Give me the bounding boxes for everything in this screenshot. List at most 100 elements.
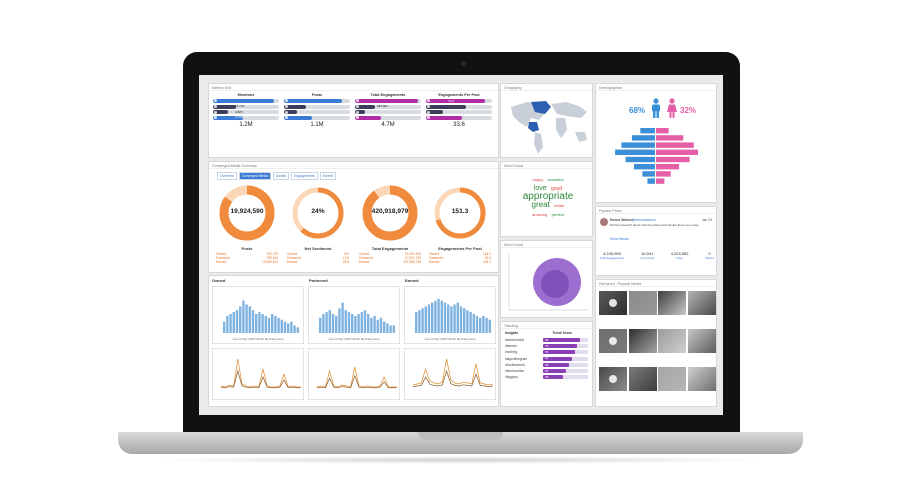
hour-bar[interactable] [479, 317, 482, 333]
female-age-bar[interactable] [656, 171, 671, 177]
post-author[interactable]: Emma Watson [610, 218, 634, 222]
hour-bar[interactable] [245, 304, 248, 334]
tab-converged-media[interactable]: Converged Media [238, 172, 271, 180]
hour-bar[interactable] [351, 314, 354, 333]
trending-item[interactable]: #fashion 75 [505, 343, 588, 349]
hour-bar[interactable] [427, 304, 431, 334]
owned-hourly-bar-chart[interactable]: Hour of Day (GMT-06:00) Mountain time) [212, 286, 304, 344]
hour-bar[interactable] [367, 314, 370, 333]
media-thumbnail[interactable] [628, 329, 657, 353]
media-thumbnail[interactable] [687, 329, 716, 353]
tab-owned[interactable]: Owned [272, 172, 290, 180]
hour-bar[interactable] [328, 310, 331, 333]
media-thumbnail[interactable] [658, 329, 686, 353]
hour-bar[interactable] [485, 317, 488, 333]
hour-bar[interactable] [280, 319, 283, 333]
hour-bar[interactable] [386, 323, 389, 334]
hour-bar[interactable] [277, 317, 280, 333]
metric-bar[interactable] [284, 104, 350, 109]
tab-earned[interactable]: Earned [319, 172, 337, 180]
hour-bar[interactable] [463, 308, 466, 333]
hour-bar[interactable] [389, 325, 392, 333]
bubble-chart[interactable] [501, 250, 592, 318]
hour-bar[interactable] [267, 317, 271, 333]
partnered-trend-line-chart[interactable] [308, 348, 400, 400]
hour-bar[interactable] [424, 306, 427, 333]
metric-bar[interactable] [426, 115, 492, 120]
hour-bar[interactable] [360, 312, 363, 333]
donut-chart[interactable]: 420,918,979 [361, 184, 419, 242]
hour-bar[interactable] [271, 314, 274, 333]
tab-overview[interactable]: Overview [217, 172, 237, 180]
hour-bar[interactable] [437, 298, 440, 333]
hour-bar[interactable] [242, 300, 245, 333]
hour-bar[interactable] [274, 315, 277, 333]
metric-bar[interactable] [355, 115, 421, 120]
hour-bar[interactable] [418, 310, 421, 333]
hour-bar[interactable] [226, 315, 229, 333]
metric-bar[interactable] [426, 110, 492, 115]
trending-item[interactable]: #algorithmgram 64 [505, 356, 588, 362]
hour-bar[interactable] [229, 314, 232, 333]
hour-bar[interactable] [261, 314, 264, 333]
male-age-bar[interactable] [640, 128, 655, 134]
female-age-bar[interactable] [656, 135, 684, 141]
hour-bar[interactable] [235, 310, 239, 333]
hour-bar[interactable] [232, 312, 235, 333]
hour-bar[interactable] [453, 304, 456, 334]
media-thumbnail[interactable] [658, 291, 686, 315]
media-thumbnail[interactable] [599, 367, 627, 391]
hour-bar[interactable] [456, 302, 459, 333]
metric-bar[interactable] [355, 110, 421, 115]
media-thumbnail[interactable] [687, 367, 716, 391]
media-thumbnail[interactable] [658, 367, 686, 391]
donut-chart[interactable]: 151.3 [431, 184, 489, 242]
hour-bar[interactable] [296, 327, 299, 333]
trending-header-score[interactable]: Trend Score [552, 331, 572, 335]
partnered-hourly-bar-chart[interactable]: Hour of Day (GMT-06:00) Mountain time) [308, 286, 400, 344]
metric-bar[interactable]: 11,541 [213, 115, 279, 120]
trending-item[interactable]: #bestnoodles 52 [505, 368, 588, 374]
hour-bar[interactable] [469, 312, 472, 333]
hour-bar[interactable] [431, 302, 434, 333]
media-thumbnail[interactable] [628, 291, 657, 315]
hour-bar[interactable] [376, 319, 379, 333]
hour-bar[interactable] [450, 306, 453, 333]
hour-bar[interactable] [421, 308, 424, 333]
trending-item[interactable]: #nothing 70 [505, 349, 588, 355]
female-age-bar[interactable] [656, 149, 698, 155]
metric-bar[interactable]: 4,825 [213, 110, 279, 115]
metric-bar[interactable]: 41.8 [426, 99, 492, 103]
hour-bar[interactable] [319, 317, 322, 333]
hour-bar[interactable] [322, 314, 325, 333]
media-thumbnail[interactable] [599, 291, 627, 315]
hour-bar[interactable] [392, 325, 395, 333]
hour-bar[interactable] [338, 308, 341, 333]
hour-bar[interactable] [290, 321, 293, 333]
owned-trend-line-chart[interactable] [212, 348, 304, 400]
hour-bar[interactable] [293, 325, 296, 333]
metric-bar[interactable] [355, 99, 421, 103]
hour-bar[interactable] [370, 317, 373, 333]
hour-bar[interactable] [335, 315, 338, 333]
male-age-bar[interactable] [625, 156, 655, 163]
female-age-bar[interactable] [656, 156, 690, 163]
hour-bar[interactable] [255, 314, 258, 333]
trending-item[interactable]: #foodiesworld 58 [505, 362, 588, 368]
hour-bar[interactable] [482, 315, 485, 333]
hour-bar[interactable] [373, 315, 376, 333]
male-age-bar[interactable] [621, 142, 655, 148]
hour-bar[interactable] [325, 312, 328, 333]
world-map[interactable] [501, 92, 594, 158]
metric-bar[interactable] [284, 99, 350, 103]
hour-bar[interactable] [475, 315, 479, 333]
hour-bar[interactable] [472, 314, 475, 333]
hour-bar[interactable] [379, 317, 383, 333]
hour-bar[interactable] [331, 314, 335, 333]
metric-bar[interactable] [426, 104, 492, 109]
hour-bar[interactable] [383, 321, 386, 333]
tab-engagements[interactable]: Engagements [291, 172, 318, 180]
hour-bar[interactable] [264, 315, 267, 333]
metric-bar[interactable] [213, 99, 279, 103]
male-age-bar[interactable] [647, 178, 655, 184]
